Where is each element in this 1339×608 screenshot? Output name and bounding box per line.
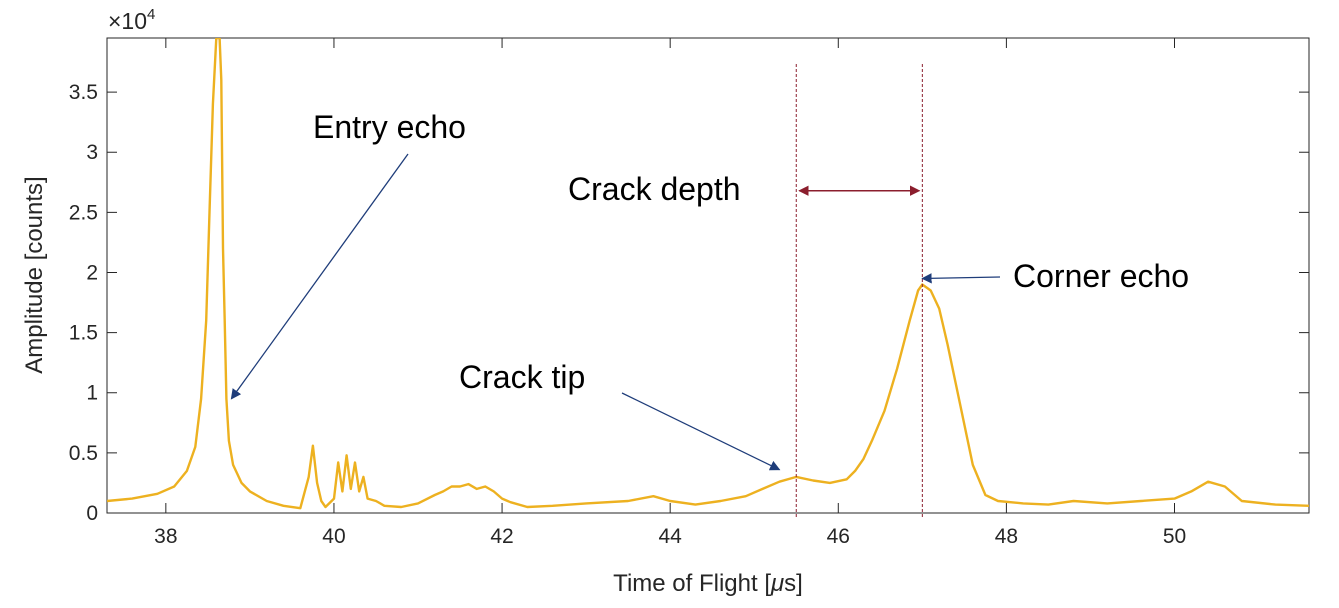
plot-axes: 38 40 42 44 46 48 50 0 0.5 1 1.5 2 2.5 3 3.5 (69, 37, 1310, 548)
y-axis-label: Amplitude [counts] (21, 176, 48, 373)
x-tick-label: 38 (154, 525, 177, 548)
annotation-entry-echo: Entry echo (313, 109, 466, 145)
y-tick-label: 0.5 (69, 442, 98, 465)
y-tick-label: 3.5 (69, 81, 98, 104)
annotation-corner-echo: Corner echo (1013, 258, 1189, 294)
annotation-crack-tip: Crack tip (459, 359, 585, 395)
annotation-crack-depth: Crack depth (568, 171, 741, 207)
x-axis-label: Time of Flight [μs] (613, 570, 803, 597)
y-tick-label: 3 (86, 141, 98, 164)
y-tick-label: 0 (86, 502, 98, 525)
x-tick-label: 40 (322, 525, 345, 548)
x-tick-label: 46 (827, 525, 850, 548)
series-line (107, 38, 1309, 510)
y-tick-label: 2 (86, 261, 98, 284)
annotation-entry-echo-arrow (230, 153, 409, 400)
plot-frame (106, 37, 1310, 514)
annotation-corner-echo-arrow (921, 273, 1001, 284)
x-tick-label: 42 (490, 525, 513, 548)
y-tick-label: 2.5 (69, 201, 98, 224)
x-tick-label: 44 (658, 525, 682, 548)
x-tick-label: 50 (1163, 525, 1186, 548)
annotation-crack-tip-arrow (621, 392, 781, 471)
exponent-label: ×104 (108, 6, 155, 34)
x-tick-label: 48 (995, 525, 1018, 548)
series-group (107, 38, 1309, 510)
marker-lines (795, 64, 923, 518)
y-tick-label: 1.5 (69, 322, 98, 345)
y-tick-label: 1 (86, 382, 98, 405)
